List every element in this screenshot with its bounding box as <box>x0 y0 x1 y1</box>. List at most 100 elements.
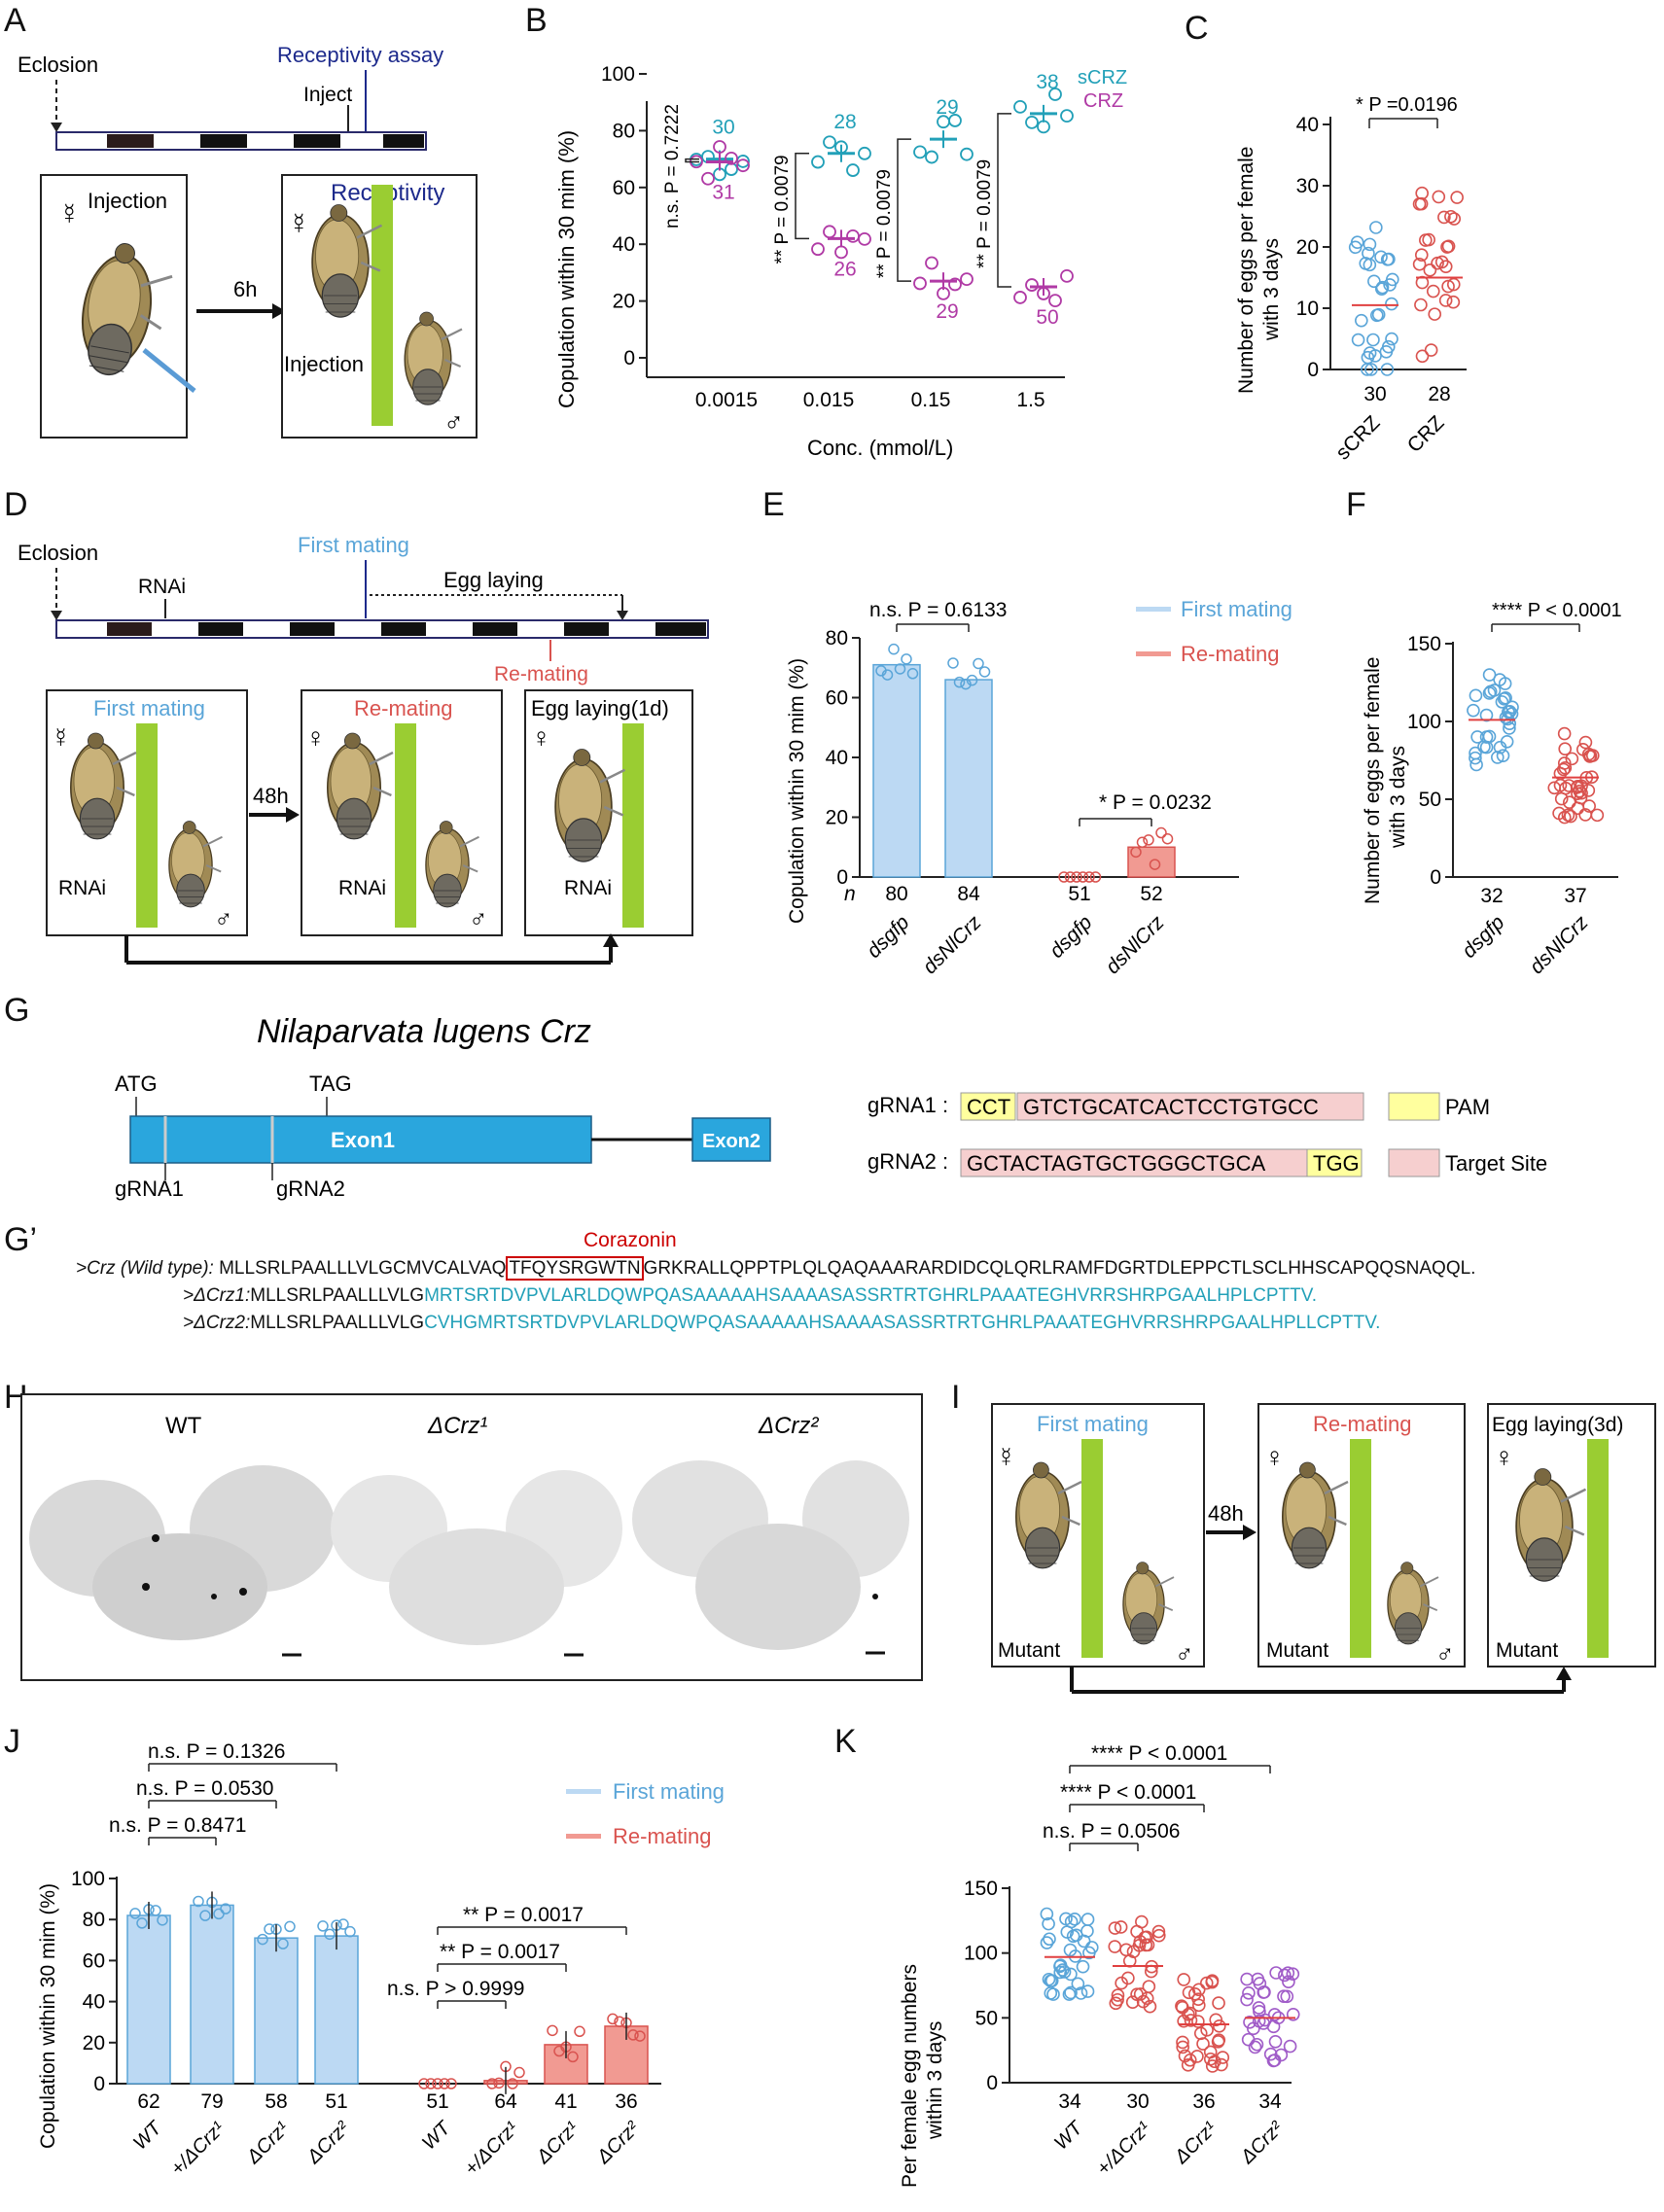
k-point <box>1077 1934 1091 1949</box>
svg-text:♂: ♂ <box>469 904 488 933</box>
e-x-label: dsgfp <box>863 911 914 963</box>
e-legend-remating: Re-mating <box>1181 642 1279 666</box>
j-stat-3: n.s. P = 0.8471 <box>109 1814 246 1837</box>
panel-letter-f: F <box>1346 486 1366 523</box>
e-point <box>960 678 972 690</box>
j-point <box>264 1923 275 1935</box>
gp-m1-line: >ΔCrz1:MLLSRLPAALLLVLGMRTSRTDVPVLARLDQWP… <box>183 1285 1317 1307</box>
g-legend-target: Target Site <box>1445 1151 1547 1176</box>
gp-wt-box: TFQYSRGWTN <box>506 1256 644 1281</box>
panel-c: Number of eggs per female with 3 days 0 1… <box>1235 94 1467 464</box>
k-point <box>1082 1946 1096 1960</box>
svg-text:♀: ♀ <box>1264 1442 1285 1472</box>
c-ytick-label: 40 <box>1296 114 1319 136</box>
k-point <box>1183 2053 1197 2067</box>
e-legend-first: First mating <box>1181 597 1292 621</box>
b-xlabel: Conc. (mmol/L) <box>807 436 953 460</box>
d-arrow-48h: 48h <box>253 784 289 808</box>
j-x-label: ΔCrz² <box>592 2117 644 2168</box>
j-bar <box>190 1904 234 2085</box>
g-exon1-label: Exon1 <box>331 1128 395 1152</box>
j-n-label: 51 <box>325 2090 347 2113</box>
j-x-label: WT <box>129 2117 167 2155</box>
k-point <box>1205 2059 1220 2073</box>
k-ytick-label: 0 <box>986 2072 998 2094</box>
c-point <box>1381 339 1396 354</box>
b-xtick-label: 0.0015 <box>695 389 758 411</box>
c-point <box>1367 274 1381 289</box>
c-point <box>1450 191 1464 204</box>
k-point <box>1176 2000 1189 2015</box>
b-point <box>846 228 860 243</box>
gp-m1-pre: MLLSRLPAALLLVLG <box>250 1285 425 1306</box>
b-bracket <box>997 113 1011 288</box>
b-point <box>701 171 715 186</box>
k-point <box>1080 1913 1095 1926</box>
c-point <box>1363 346 1377 360</box>
c-point <box>1428 307 1442 321</box>
j-point <box>614 2016 625 2027</box>
f-point <box>1553 766 1568 781</box>
b-point <box>1060 109 1074 123</box>
j-x-label: ΔCrz² <box>302 2117 354 2168</box>
k-point <box>1176 2035 1189 2050</box>
h-image-wt <box>29 1465 336 1657</box>
j-x-label: WT <box>418 2117 456 2155</box>
k-point <box>1142 1980 1156 1993</box>
e-x-label: dsNlCrz <box>1101 911 1168 978</box>
k-point <box>1064 1985 1078 2000</box>
a-timeline <box>55 131 427 151</box>
panel-g: Nilaparvata lugens Crz ATG TAG Exon1 Exo… <box>115 1013 1547 1201</box>
j-n-label: 64 <box>494 2090 517 2113</box>
f-n-label: 32 <box>1480 885 1503 907</box>
b-point <box>913 276 927 291</box>
svg-text:☿: ☿ <box>996 1442 1016 1472</box>
c-point <box>1363 237 1377 252</box>
j-stat-6: n.s. P > 0.9999 <box>387 1978 524 2000</box>
e-x-label: dsNlCrz <box>918 911 985 978</box>
panel-letter-b: B <box>525 2 548 39</box>
k-ytick-label: 100 <box>964 1943 998 1965</box>
d-eclosion: Eclosion <box>18 541 98 565</box>
f-point <box>1490 751 1505 764</box>
e-n-label: 80 <box>885 883 907 905</box>
c-ytick-label: 0 <box>1307 359 1319 381</box>
f-point <box>1554 791 1569 806</box>
f-point <box>1495 695 1509 709</box>
c-point <box>1434 255 1449 269</box>
c-point <box>1447 212 1462 226</box>
c-point <box>1382 252 1396 266</box>
panel-b: 0 20 40 60 80 100 Copulation within 30 mim (%… <box>554 63 1127 460</box>
k-point <box>1064 1967 1078 1982</box>
k-point <box>1212 2033 1226 2047</box>
j-n-label: 41 <box>554 2090 577 2113</box>
k-n-label: 30 <box>1126 2090 1149 2113</box>
k-point <box>1071 1977 1085 1991</box>
k-point <box>1252 2014 1266 2028</box>
a-box-injection: Injection <box>88 189 167 213</box>
k-point <box>1278 1968 1292 1983</box>
b-point <box>725 162 738 176</box>
j-point <box>547 2024 558 2037</box>
c-ytick-label: 30 <box>1296 175 1319 197</box>
b-ytick-label: 40 <box>613 233 635 256</box>
panel-a: Eclosion Receptivity assay Inject Inject… <box>18 43 478 439</box>
e-n-label: 84 <box>957 883 980 905</box>
k-point <box>1215 2057 1228 2072</box>
j-bar <box>254 1937 299 2085</box>
c-point <box>1375 280 1390 295</box>
c-stat: * P =0.0196 <box>1356 94 1458 116</box>
k-point <box>1133 1935 1148 1949</box>
c-point <box>1385 297 1398 311</box>
j-ytick-label: 80 <box>83 1909 105 1931</box>
gp-m2-pre: MLLSRLPAALLLVLG <box>250 1313 425 1333</box>
c-point <box>1426 284 1440 298</box>
b-point <box>823 135 836 150</box>
b-n-label: 28 <box>833 111 856 133</box>
h-label-wt: WT <box>165 1413 202 1439</box>
d-box-remating: Re-mating <box>354 696 452 720</box>
e-bar <box>872 663 921 878</box>
k-point <box>1240 1992 1254 2007</box>
f-point <box>1571 801 1585 816</box>
c-ylabel-2: with 3 days <box>1260 238 1283 341</box>
